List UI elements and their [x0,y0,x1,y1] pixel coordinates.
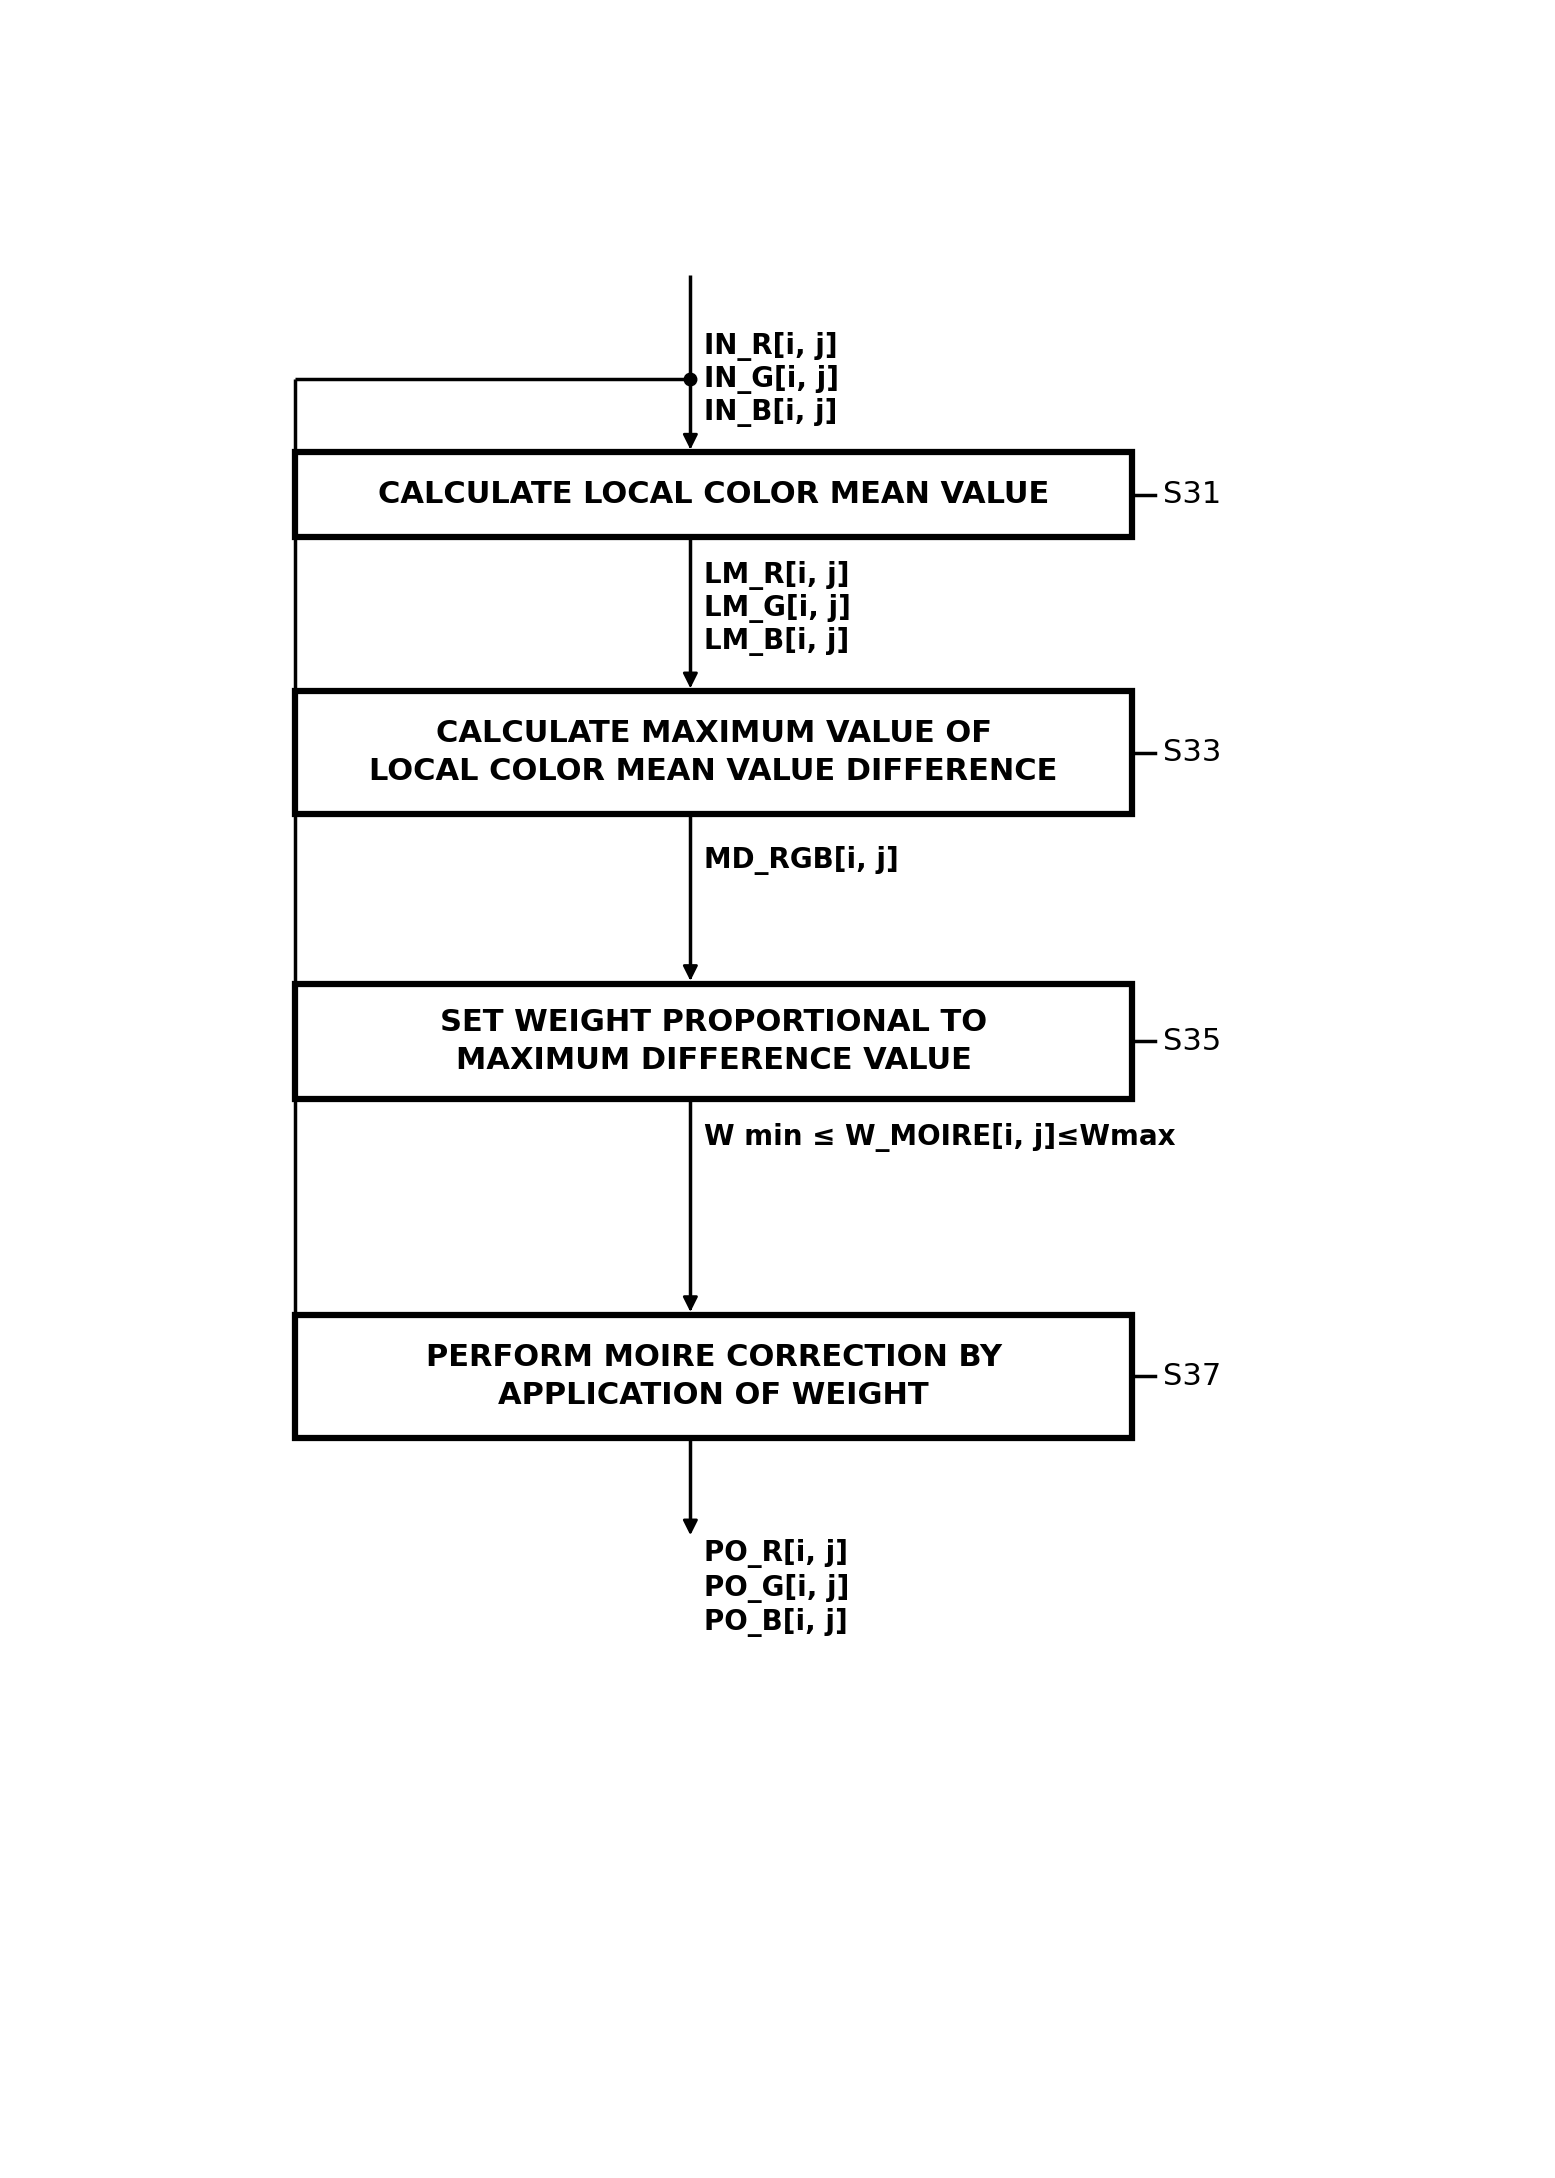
Bar [295,1316,1132,1437]
Text: CALCULATE LOCAL COLOR MEAN VALUE: CALCULATE LOCAL COLOR MEAN VALUE [378,479,1050,510]
Text: S33: S33 [1163,738,1222,767]
Text: S31: S31 [1163,479,1221,510]
Text: LM_R[i, j]: LM_R[i, j] [704,562,851,590]
Text: S35: S35 [1163,1026,1221,1056]
Text: CALCULATE MAXIMUM VALUE OF
LOCAL COLOR MEAN VALUE DIFFERENCE: CALCULATE MAXIMUM VALUE OF LOCAL COLOR M… [370,719,1057,786]
Bar [295,984,1132,1100]
Text: SET WEIGHT PROPORTIONAL TO
MAXIMUM DIFFERENCE VALUE: SET WEIGHT PROPORTIONAL TO MAXIMUM DIFFE… [440,1008,987,1076]
Text: IN_B[i, j]: IN_B[i, j] [704,399,838,427]
Text: IN_G[i, j]: IN_G[i, j] [704,364,840,394]
Text: PERFORM MOIRE CORRECTION BY
APPLICATION OF WEIGHT: PERFORM MOIRE CORRECTION BY APPLICATION … [426,1342,1001,1409]
Text: PO_R[i, j]: PO_R[i, j] [704,1540,849,1568]
Text: LM_G[i, j]: LM_G[i, j] [704,595,851,623]
Text: IN_R[i, j]: IN_R[i, j] [704,331,838,362]
Text: LM_B[i, j]: LM_B[i, j] [704,627,849,656]
Text: S37: S37 [1163,1361,1221,1392]
Text: PO_B[i, j]: PO_B[i, j] [704,1607,847,1638]
Bar [295,453,1132,538]
Bar [295,690,1132,815]
Text: PO_G[i, j]: PO_G[i, j] [704,1573,849,1603]
Text: W min ≤ W_MOIRE[i, j]≤Wmax: W min ≤ W_MOIRE[i, j]≤Wmax [704,1124,1176,1152]
Text: MD_RGB[i, j]: MD_RGB[i, j] [704,845,899,876]
